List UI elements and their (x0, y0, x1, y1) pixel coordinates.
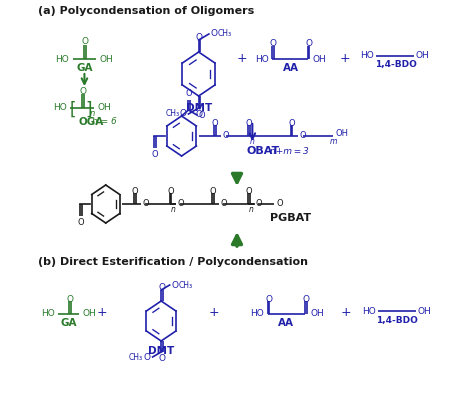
Text: O: O (167, 187, 174, 196)
Text: ]: ] (85, 101, 92, 119)
Text: AA: AA (278, 318, 294, 328)
Text: O: O (269, 40, 276, 48)
Text: O: O (211, 118, 218, 128)
Text: O: O (180, 109, 187, 118)
Text: OH: OH (83, 309, 97, 318)
Text: O: O (210, 187, 217, 196)
Text: HO: HO (360, 51, 374, 61)
Text: n+m = 3: n+m = 3 (270, 147, 309, 156)
Text: n: n (250, 137, 255, 145)
Text: DMT: DMT (185, 103, 212, 113)
Text: DMT: DMT (148, 346, 174, 356)
Text: O: O (302, 295, 310, 303)
Text: O: O (265, 295, 272, 303)
Text: O: O (196, 34, 203, 42)
Text: n: n (90, 109, 95, 118)
Text: O: O (158, 354, 165, 363)
Text: GA: GA (76, 63, 93, 73)
Text: O: O (199, 111, 205, 120)
Text: (b) Direct Esterification / Polycondensation: (b) Direct Esterification / Polycondensa… (38, 257, 309, 267)
Text: OBAT: OBAT (246, 146, 280, 156)
Text: OH: OH (313, 55, 327, 63)
Text: O: O (79, 86, 86, 95)
Text: O: O (196, 110, 203, 119)
Text: O: O (221, 200, 228, 208)
Text: O: O (246, 187, 252, 196)
Text: HO: HO (53, 103, 66, 112)
Text: m: m (329, 137, 337, 145)
Text: O: O (142, 200, 149, 208)
Text: PGBAT: PGBAT (270, 213, 311, 223)
Text: O: O (152, 150, 158, 159)
Text: O: O (246, 118, 252, 128)
Text: O: O (177, 200, 184, 208)
Text: O: O (82, 38, 89, 46)
Text: O: O (172, 280, 178, 290)
Text: O: O (222, 131, 229, 141)
Text: n: n (249, 204, 254, 213)
Text: HO: HO (362, 307, 376, 316)
Text: O: O (299, 131, 306, 141)
Text: O: O (305, 40, 312, 48)
Text: OH: OH (418, 307, 431, 316)
Text: O: O (144, 353, 151, 362)
Text: HO: HO (255, 55, 269, 63)
Text: +: + (341, 305, 351, 318)
Text: O: O (186, 89, 192, 98)
Text: HO: HO (251, 309, 264, 318)
Text: CH₃: CH₃ (166, 109, 180, 118)
Text: +: + (237, 53, 247, 65)
Text: CH₃: CH₃ (218, 29, 231, 38)
Text: +: + (209, 305, 219, 318)
Text: 1,4-BDO: 1,4-BDO (374, 61, 417, 69)
Text: O: O (256, 200, 263, 208)
Text: O: O (210, 29, 218, 38)
Text: O: O (158, 284, 165, 292)
Text: OH: OH (97, 103, 111, 112)
Text: CH₃: CH₃ (128, 353, 142, 362)
Text: GA: GA (61, 318, 77, 328)
Text: HO: HO (55, 55, 69, 63)
Text: n: n (171, 204, 175, 213)
Text: OH: OH (335, 130, 348, 139)
Text: OGA: OGA (79, 117, 104, 127)
Text: HO: HO (41, 309, 55, 318)
Text: OH: OH (416, 51, 430, 61)
Text: O: O (276, 200, 283, 208)
Text: n = 6: n = 6 (92, 118, 117, 126)
Text: O: O (78, 218, 84, 227)
Text: (a) Polycondensation of Oligomers: (a) Polycondensation of Oligomers (38, 6, 255, 16)
Text: O: O (66, 295, 73, 303)
Text: +: + (96, 305, 107, 318)
Text: OH: OH (100, 55, 114, 63)
Text: +: + (340, 53, 351, 65)
Text: OH: OH (310, 309, 324, 318)
Text: [: [ (70, 101, 77, 119)
Text: 1,4-BDO: 1,4-BDO (376, 316, 418, 324)
Text: CH₃: CH₃ (178, 280, 192, 290)
Text: O: O (288, 118, 295, 128)
Text: AA: AA (283, 63, 299, 73)
Text: O: O (131, 187, 138, 196)
